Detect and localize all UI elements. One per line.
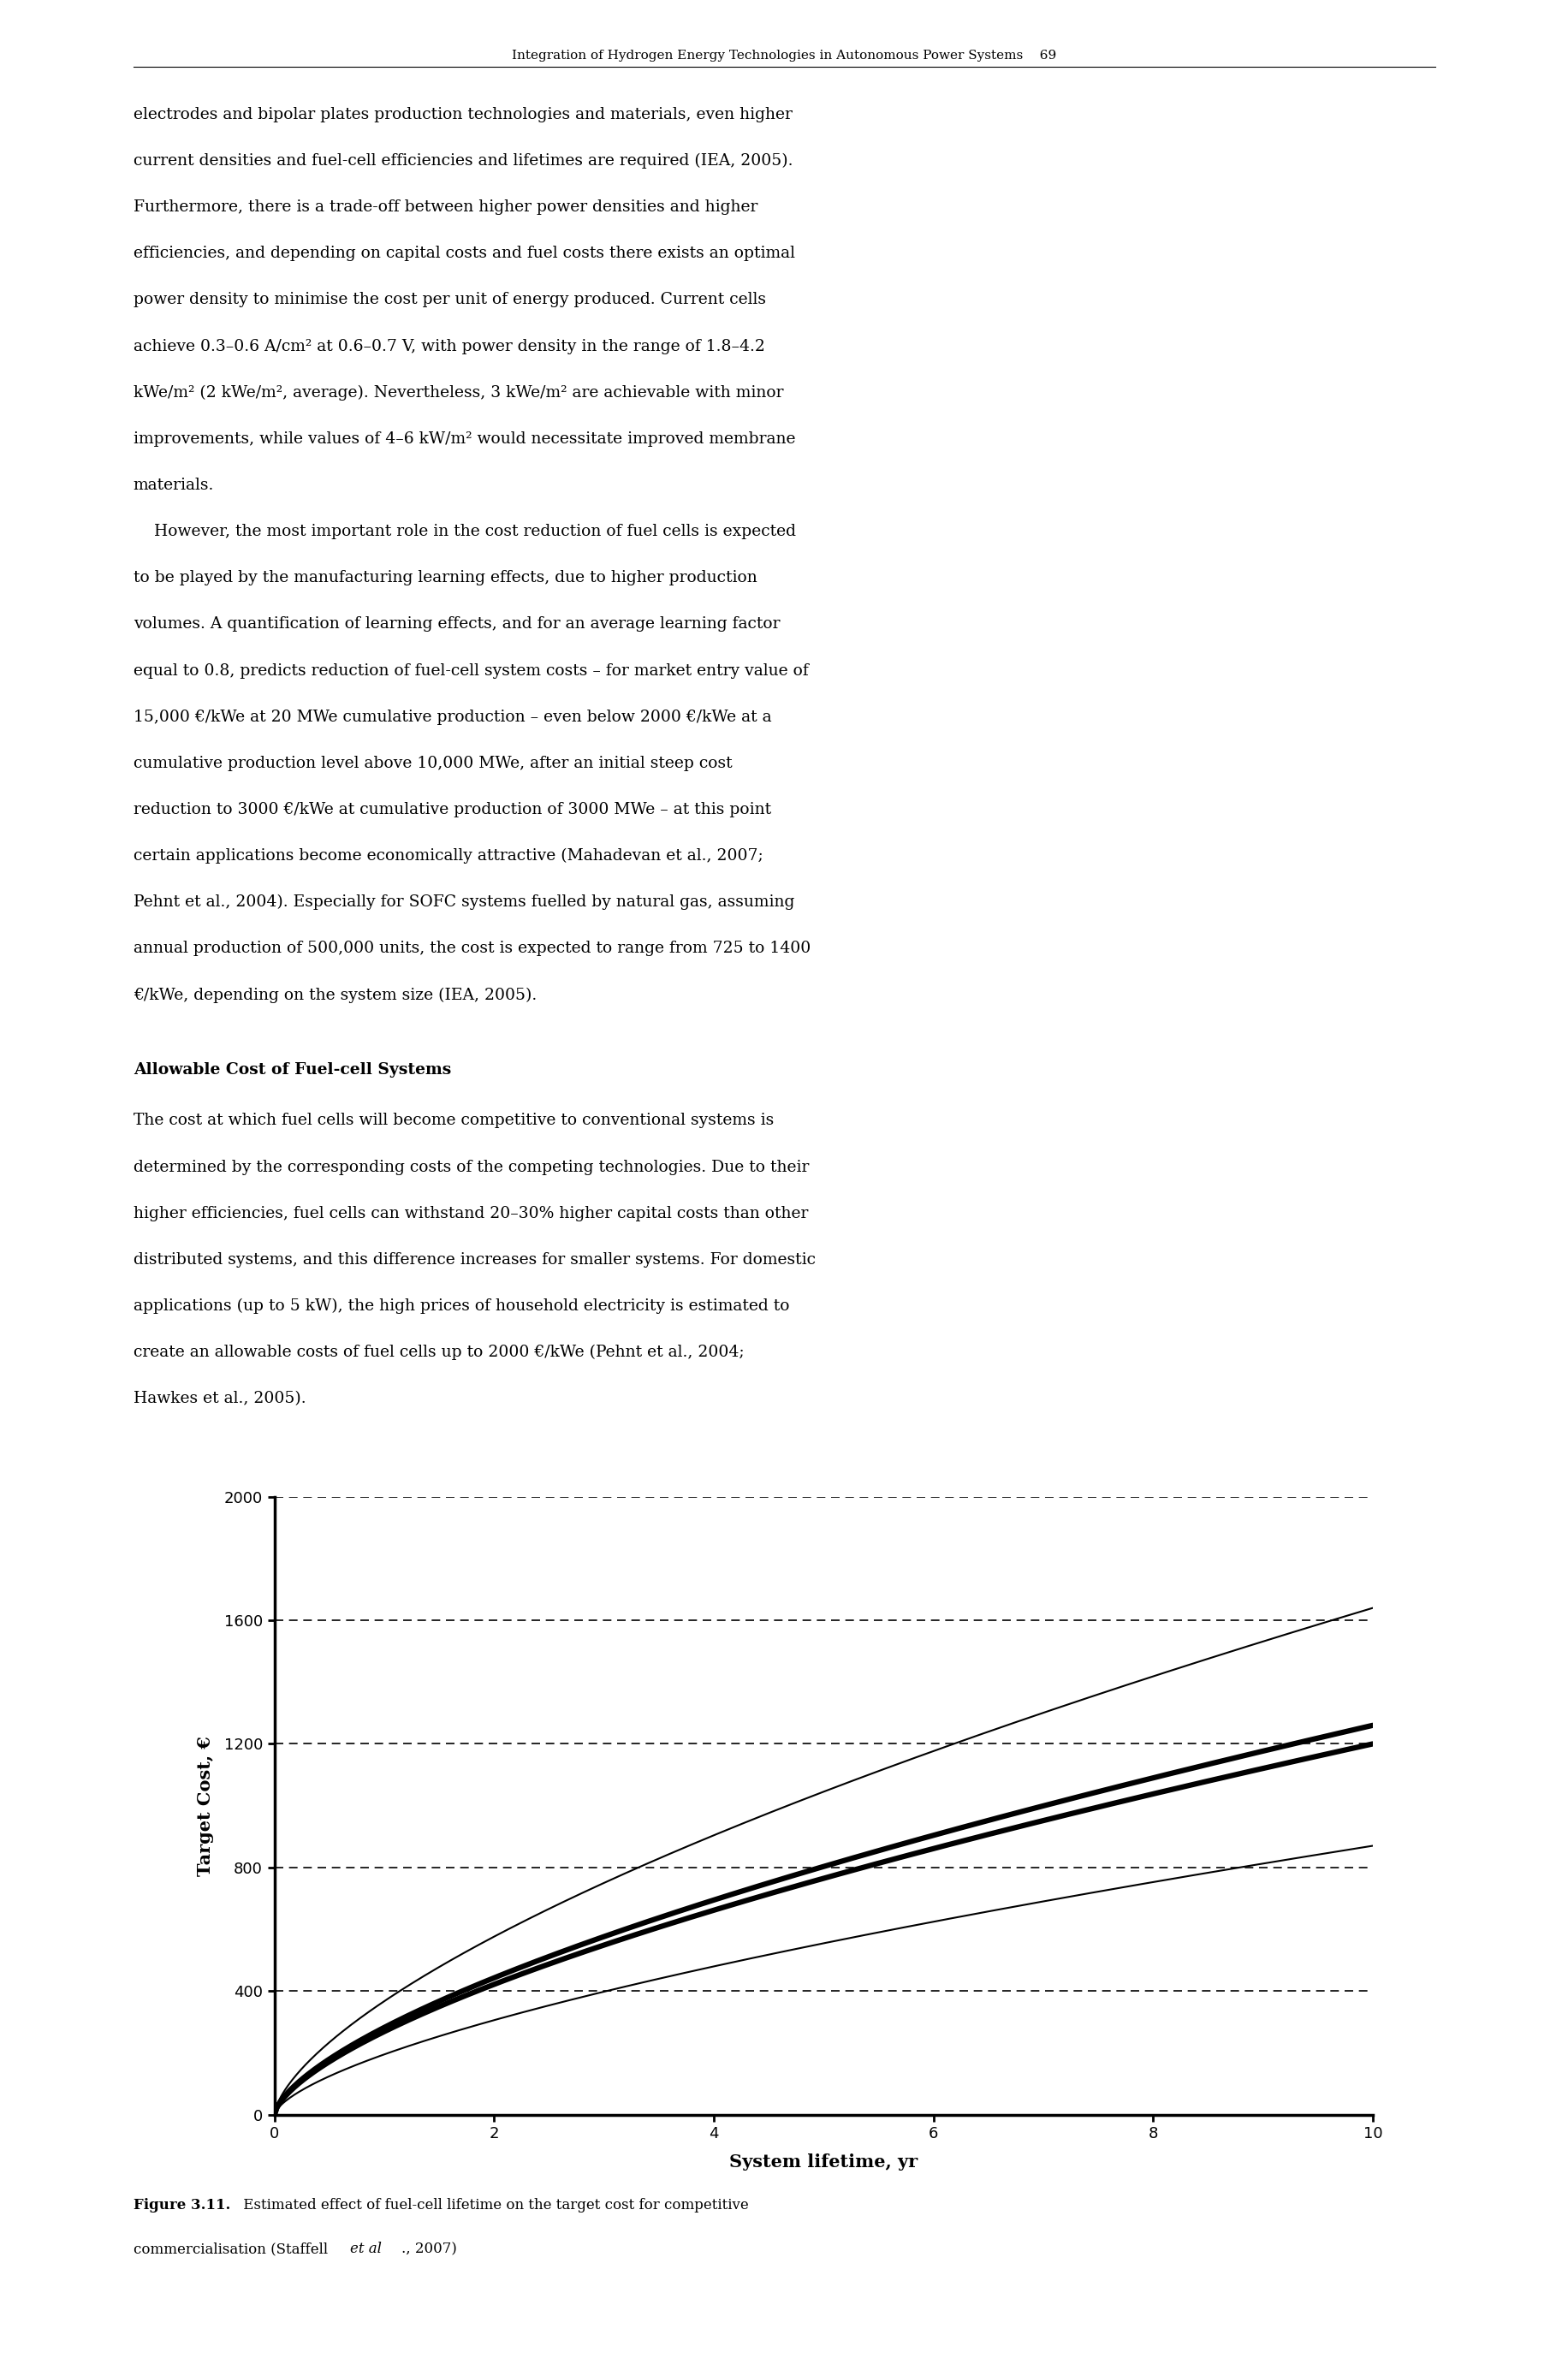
- Text: current densities and fuel-cell efficiencies and lifetimes are required (IEA, 20: current densities and fuel-cell efficien…: [133, 154, 792, 169]
- Text: achieve 0.3–0.6 A/cm² at 0.6–0.7 V, with power density in the range of 1.8–4.2: achieve 0.3–0.6 A/cm² at 0.6–0.7 V, with…: [133, 340, 765, 354]
- Text: et al: et al: [350, 2241, 381, 2257]
- Text: improvements, while values of 4–6 kW/m² would necessitate improved membrane: improvements, while values of 4–6 kW/m² …: [133, 432, 795, 447]
- Text: kWe/m² (2 kWe/m², average). Nevertheless, 3 kWe/m² are achievable with minor: kWe/m² (2 kWe/m², average). Nevertheless…: [133, 385, 782, 402]
- Text: applications (up to 5 kW), the high prices of household electricity is estimated: applications (up to 5 kW), the high pric…: [133, 1297, 789, 1314]
- Text: reduction to 3000 €/kWe at cumulative production of 3000 MWe – at this point: reduction to 3000 €/kWe at cumulative pr…: [133, 803, 771, 817]
- Text: cumulative production level above 10,000 MWe, after an initial steep cost: cumulative production level above 10,000…: [133, 756, 732, 770]
- Text: Figure 3.11.: Figure 3.11.: [133, 2198, 230, 2212]
- Text: Estimated effect of fuel-cell lifetime on the target cost for competitive: Estimated effect of fuel-cell lifetime o…: [238, 2198, 748, 2212]
- Text: commercialisation (Staffell: commercialisation (Staffell: [133, 2241, 332, 2257]
- Text: volumes. A quantification of learning effects, and for an average learning facto: volumes. A quantification of learning ef…: [133, 618, 779, 632]
- Text: electrodes and bipolar plates production technologies and materials, even higher: electrodes and bipolar plates production…: [133, 107, 792, 121]
- Text: efficiencies, and depending on capital costs and fuel costs there exists an opti: efficiencies, and depending on capital c…: [133, 247, 795, 261]
- Text: ., 2007): ., 2007): [401, 2241, 456, 2257]
- Text: materials.: materials.: [133, 478, 213, 492]
- Text: 15,000 €/kWe at 20 MWe cumulative production – even below 2000 €/kWe at a: 15,000 €/kWe at 20 MWe cumulative produc…: [133, 708, 771, 725]
- X-axis label: System lifetime, yr: System lifetime, yr: [729, 2153, 917, 2172]
- Text: create an allowable costs of fuel cells up to 2000 €/kWe (Pehnt et al., 2004;: create an allowable costs of fuel cells …: [133, 1345, 743, 1361]
- Text: distributed systems, and this difference increases for smaller systems. For dome: distributed systems, and this difference…: [133, 1252, 815, 1266]
- Text: Integration of Hydrogen Energy Technologies in Autonomous Power Systems    69: Integration of Hydrogen Energy Technolog…: [511, 50, 1057, 62]
- Text: to be played by the manufacturing learning effects, due to higher production: to be played by the manufacturing learni…: [133, 570, 757, 584]
- Text: annual production of 500,000 units, the cost is expected to range from 725 to 14: annual production of 500,000 units, the …: [133, 941, 811, 955]
- Text: Hawkes et al., 2005).: Hawkes et al., 2005).: [133, 1390, 306, 1407]
- Text: determined by the corresponding costs of the competing technologies. Due to thei: determined by the corresponding costs of…: [133, 1159, 809, 1174]
- Y-axis label: Target Cost, €: Target Cost, €: [198, 1734, 215, 1875]
- Text: power density to minimise the cost per unit of energy produced. Current cells: power density to minimise the cost per u…: [133, 292, 765, 307]
- Text: Pehnt et al., 2004). Especially for SOFC systems fuelled by natural gas, assumin: Pehnt et al., 2004). Especially for SOFC…: [133, 896, 793, 910]
- Text: Allowable Cost of Fuel-cell Systems: Allowable Cost of Fuel-cell Systems: [133, 1062, 452, 1076]
- Text: higher efficiencies, fuel cells can withstand 20–30% higher capital costs than o: higher efficiencies, fuel cells can with…: [133, 1205, 808, 1221]
- Text: certain applications become economically attractive (Mahadevan et al., 2007;: certain applications become economically…: [133, 848, 762, 865]
- Text: €/kWe, depending on the system size (IEA, 2005).: €/kWe, depending on the system size (IEA…: [133, 988, 536, 1003]
- Text: However, the most important role in the cost reduction of fuel cells is expected: However, the most important role in the …: [133, 525, 795, 539]
- Text: equal to 0.8, predicts reduction of fuel-cell system costs – for market entry va: equal to 0.8, predicts reduction of fuel…: [133, 663, 808, 677]
- Text: The cost at which fuel cells will become competitive to conventional systems is: The cost at which fuel cells will become…: [133, 1112, 773, 1129]
- Text: Furthermore, there is a trade-off between higher power densities and higher: Furthermore, there is a trade-off betwee…: [133, 200, 757, 214]
